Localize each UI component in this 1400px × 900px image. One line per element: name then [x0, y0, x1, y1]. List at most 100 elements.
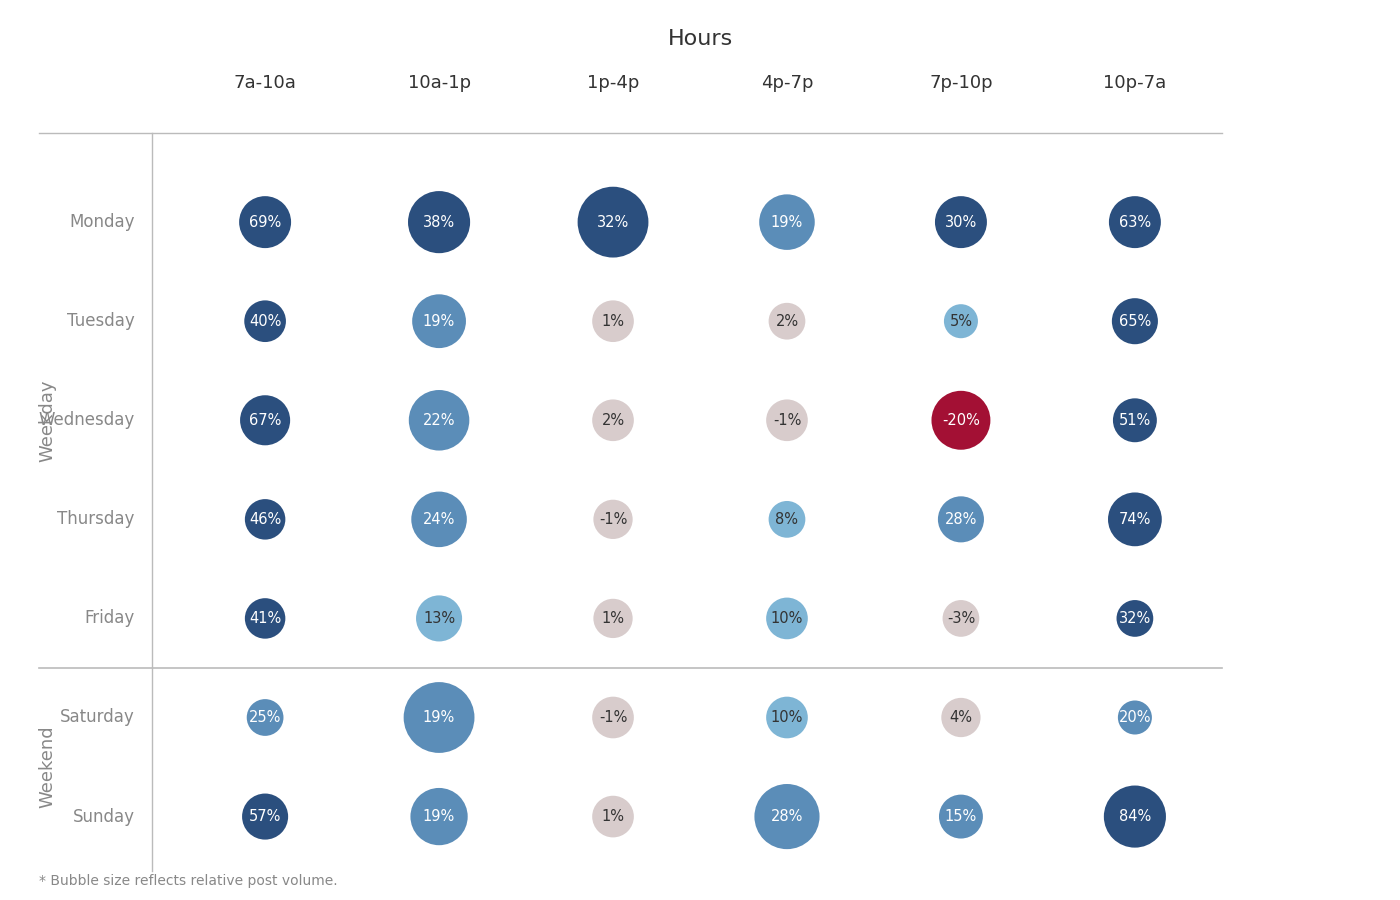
Point	[428, 215, 451, 230]
Text: 84%: 84%	[1119, 809, 1151, 824]
Point	[949, 710, 972, 724]
Text: 1%: 1%	[602, 809, 624, 824]
Text: Friday: Friday	[84, 609, 134, 627]
Point	[949, 809, 972, 824]
Point	[253, 512, 276, 526]
Point	[253, 314, 276, 328]
Text: 10%: 10%	[771, 611, 804, 625]
Point	[602, 215, 624, 230]
Point	[602, 809, 624, 824]
Text: Saturday: Saturday	[60, 708, 134, 726]
Text: 1p-4p: 1p-4p	[587, 75, 640, 93]
Text: 32%: 32%	[596, 214, 629, 230]
Point	[1124, 512, 1147, 526]
Point	[602, 512, 624, 526]
Text: 74%: 74%	[1119, 512, 1151, 526]
Point	[602, 413, 624, 428]
Text: 65%: 65%	[1119, 314, 1151, 328]
Point	[949, 413, 972, 428]
Point	[776, 809, 798, 824]
Point	[428, 512, 451, 526]
Text: -20%: -20%	[942, 413, 980, 428]
Point	[949, 314, 972, 328]
Point	[949, 215, 972, 230]
Text: 4%: 4%	[949, 710, 973, 725]
Text: 19%: 19%	[423, 710, 455, 725]
Text: * Bubble size reflects relative post volume.: * Bubble size reflects relative post vol…	[39, 874, 337, 888]
Point	[253, 611, 276, 625]
Text: 19%: 19%	[771, 214, 804, 230]
Text: 15%: 15%	[945, 809, 977, 824]
Point	[602, 611, 624, 625]
Point	[776, 512, 798, 526]
Point	[949, 512, 972, 526]
Point	[776, 314, 798, 328]
Text: 10p-7a: 10p-7a	[1103, 75, 1166, 93]
Text: 5%: 5%	[949, 314, 973, 328]
Text: 2%: 2%	[776, 314, 798, 328]
Point	[1124, 809, 1147, 824]
Point	[1124, 314, 1147, 328]
Text: 13%: 13%	[423, 611, 455, 625]
Text: 69%: 69%	[249, 214, 281, 230]
Text: Weekday: Weekday	[39, 379, 56, 462]
Text: 57%: 57%	[249, 809, 281, 824]
Text: 30%: 30%	[945, 214, 977, 230]
Text: Sunday: Sunday	[73, 807, 134, 825]
Text: 10a-1p: 10a-1p	[407, 75, 470, 93]
Text: 46%: 46%	[249, 512, 281, 526]
Point	[253, 710, 276, 724]
Text: Thursday: Thursday	[57, 510, 134, 528]
Point	[776, 413, 798, 428]
Point	[253, 809, 276, 824]
Text: 10%: 10%	[771, 710, 804, 725]
Text: 1%: 1%	[602, 314, 624, 328]
Text: 40%: 40%	[249, 314, 281, 328]
Text: 41%: 41%	[249, 611, 281, 625]
Text: Monday: Monday	[69, 213, 134, 231]
Point	[1124, 413, 1147, 428]
Text: 4p-7p: 4p-7p	[760, 75, 813, 93]
Point	[253, 215, 276, 230]
Text: -1%: -1%	[599, 512, 627, 526]
Text: Tuesday: Tuesday	[67, 312, 134, 330]
Text: 20%: 20%	[1119, 710, 1151, 725]
Text: 24%: 24%	[423, 512, 455, 526]
Point	[253, 413, 276, 428]
Text: 38%: 38%	[423, 214, 455, 230]
Point	[1124, 611, 1147, 625]
Text: 1%: 1%	[602, 611, 624, 625]
Text: Hours: Hours	[668, 29, 732, 49]
Point	[428, 611, 451, 625]
Point	[428, 710, 451, 724]
Text: Wednesday: Wednesday	[38, 411, 134, 429]
Text: 2%: 2%	[602, 413, 624, 428]
Text: 32%: 32%	[1119, 611, 1151, 625]
Text: -1%: -1%	[599, 710, 627, 725]
Text: 7p-10p: 7p-10p	[930, 75, 993, 93]
Text: -1%: -1%	[773, 413, 801, 428]
Point	[602, 710, 624, 724]
Text: 19%: 19%	[423, 314, 455, 328]
Point	[949, 611, 972, 625]
Point	[428, 809, 451, 824]
Text: -3%: -3%	[946, 611, 974, 625]
Text: 8%: 8%	[776, 512, 798, 526]
Point	[428, 314, 451, 328]
Point	[1124, 710, 1147, 724]
Text: 51%: 51%	[1119, 413, 1151, 428]
Text: 19%: 19%	[423, 809, 455, 824]
Text: 63%: 63%	[1119, 214, 1151, 230]
Text: 25%: 25%	[249, 710, 281, 725]
Point	[602, 314, 624, 328]
Text: 67%: 67%	[249, 413, 281, 428]
Point	[776, 215, 798, 230]
Point	[1124, 215, 1147, 230]
Text: 22%: 22%	[423, 413, 455, 428]
Point	[776, 710, 798, 724]
Text: 28%: 28%	[945, 512, 977, 526]
Text: 7a-10a: 7a-10a	[234, 75, 297, 93]
Point	[428, 413, 451, 428]
Text: 28%: 28%	[771, 809, 804, 824]
Text: Weekend: Weekend	[39, 725, 56, 808]
